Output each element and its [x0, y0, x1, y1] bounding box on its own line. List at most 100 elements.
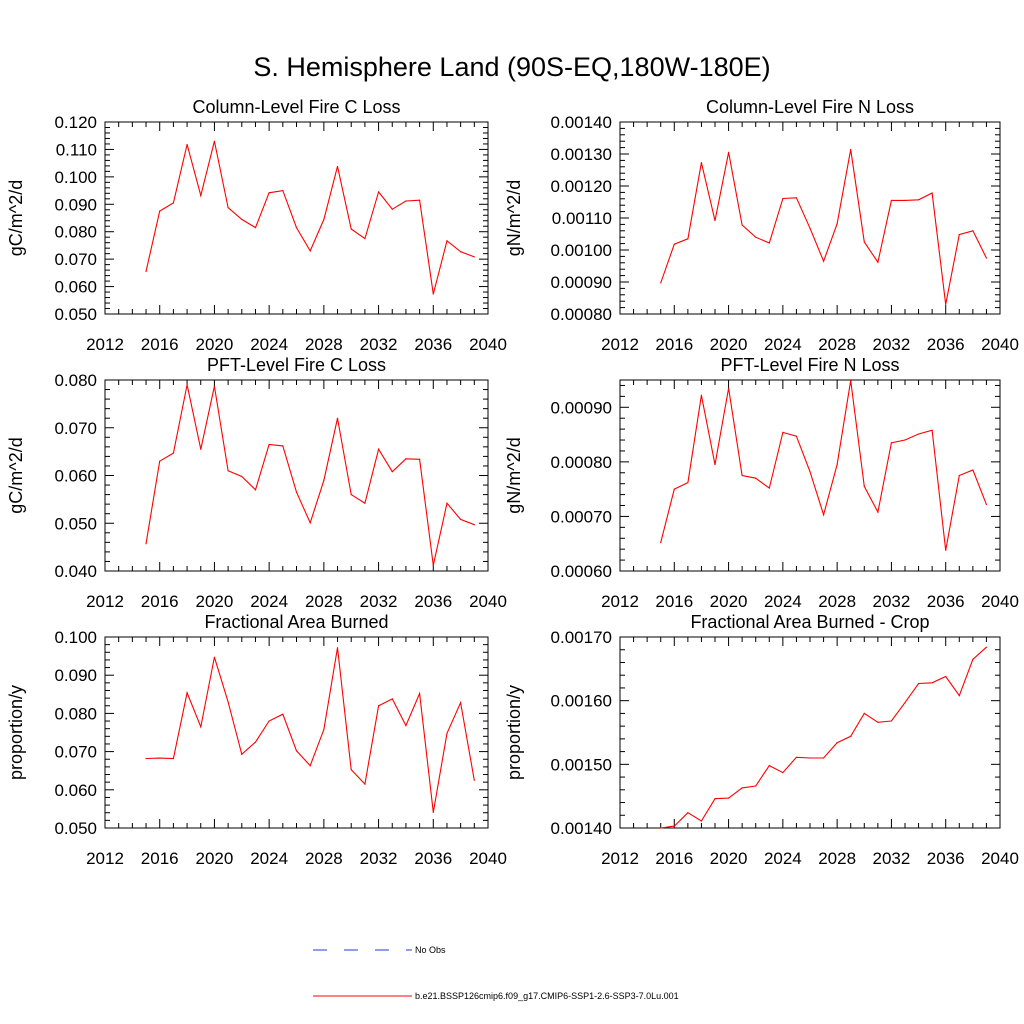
data-point [836, 742, 838, 744]
x-tick-label: 2028 [305, 592, 343, 611]
data-point [241, 218, 243, 220]
data-point [727, 387, 730, 389]
data-point [795, 435, 798, 437]
y-tick-label: 0.100 [54, 628, 97, 647]
x-tick-label: 2024 [250, 335, 288, 354]
y-tick-label: 0.00150 [551, 755, 612, 774]
data-point [863, 241, 865, 243]
data-point [159, 210, 161, 212]
x-tick-label: 2028 [818, 849, 856, 868]
data-point [714, 219, 716, 222]
data-point [145, 757, 147, 760]
y-tick-label: 0.080 [54, 704, 97, 723]
legend-label-1: No Obs [415, 945, 446, 955]
x-tick-label: 2040 [981, 335, 1019, 354]
data-point [200, 194, 202, 197]
y-tick-label: 0.080 [54, 371, 97, 390]
data-point [700, 394, 703, 396]
data-point [877, 721, 879, 723]
data-point [673, 243, 675, 245]
data-point [890, 442, 893, 444]
x-tick-label: 2016 [141, 592, 179, 611]
x-tick-label: 2028 [818, 592, 856, 611]
data-point [309, 522, 311, 524]
x-tick-label: 2016 [655, 592, 693, 611]
data-point [309, 765, 311, 767]
x-tick-label: 2012 [601, 849, 639, 868]
data-point [660, 542, 662, 544]
data-point [809, 757, 811, 759]
data-point [295, 227, 298, 229]
panel-title: Column-Level Fire N Loss [706, 97, 914, 117]
data-point [850, 379, 852, 382]
data-point [213, 385, 216, 387]
data-point [863, 712, 865, 715]
data-point [945, 303, 947, 305]
x-tick-label: 2032 [360, 335, 398, 354]
data-point [460, 518, 462, 521]
x-tick-label: 2028 [818, 335, 856, 354]
data-point [904, 701, 906, 704]
data-point [186, 143, 188, 146]
data-point [446, 502, 448, 504]
x-tick-label: 2024 [764, 335, 802, 354]
data-point [254, 227, 257, 229]
data-point [377, 705, 380, 707]
data-point [227, 206, 229, 209]
panel-title: Fractional Area Burned - Crop [690, 612, 929, 632]
data-point [200, 726, 202, 728]
data-point [985, 503, 988, 506]
data-point [446, 732, 448, 734]
data-point [419, 199, 421, 201]
data-point [687, 481, 689, 484]
y-tick-label: 0.00090 [551, 273, 612, 292]
data-point [904, 199, 906, 201]
data-point [268, 720, 270, 722]
data-point [213, 656, 216, 658]
y-tick-label: 0.050 [54, 514, 97, 533]
legend: No Obs b.e21.BSSP126cmip6.f09_g17.CMIP6-S… [313, 945, 679, 1001]
data-point [391, 208, 393, 210]
y-tick-label: 0.060 [54, 278, 97, 297]
data-point [972, 469, 974, 471]
data-point [145, 543, 147, 545]
y-tick-label: 0.00160 [551, 692, 612, 711]
data-point [460, 251, 462, 253]
x-tick-label: 2016 [141, 849, 179, 868]
data-point [268, 443, 270, 446]
y-tick-label: 0.00080 [551, 305, 612, 324]
data-point [282, 713, 284, 715]
x-tick-label: 2020 [710, 849, 748, 868]
data-point [159, 460, 161, 462]
data-point [391, 471, 393, 473]
x-tick-label: 2020 [710, 335, 748, 354]
x-tick-label: 2012 [601, 592, 639, 611]
data-point [809, 227, 811, 229]
data-point [741, 787, 743, 789]
y-axis-label: gC/m^2/d [6, 180, 26, 256]
y-tick-label: 0.00070 [551, 507, 612, 526]
data-point [323, 728, 325, 731]
x-tick-label: 2040 [981, 849, 1019, 868]
data-point [282, 445, 284, 447]
x-tick-label: 2024 [250, 592, 288, 611]
data-point [336, 165, 339, 168]
data-point [931, 192, 933, 194]
data-point [782, 197, 784, 200]
y-tick-label: 0.00170 [551, 628, 612, 647]
x-tick-label: 2012 [86, 849, 124, 868]
data-point [295, 491, 298, 493]
y-tick-label: 0.050 [54, 305, 97, 324]
data-point [768, 242, 770, 244]
data-point [200, 448, 202, 450]
x-tick-label: 2024 [764, 849, 802, 868]
y-tick-label: 0.090 [54, 195, 97, 214]
data-point [419, 692, 421, 695]
panel-5: Fractional Area Burned proportion/y 2012 20… [6, 612, 507, 868]
data-point [350, 768, 352, 771]
data-point [972, 230, 974, 232]
data-point [172, 452, 174, 454]
x-tick-label: 2020 [196, 849, 234, 868]
x-tick-label: 2012 [86, 335, 124, 354]
data-point [241, 475, 243, 478]
